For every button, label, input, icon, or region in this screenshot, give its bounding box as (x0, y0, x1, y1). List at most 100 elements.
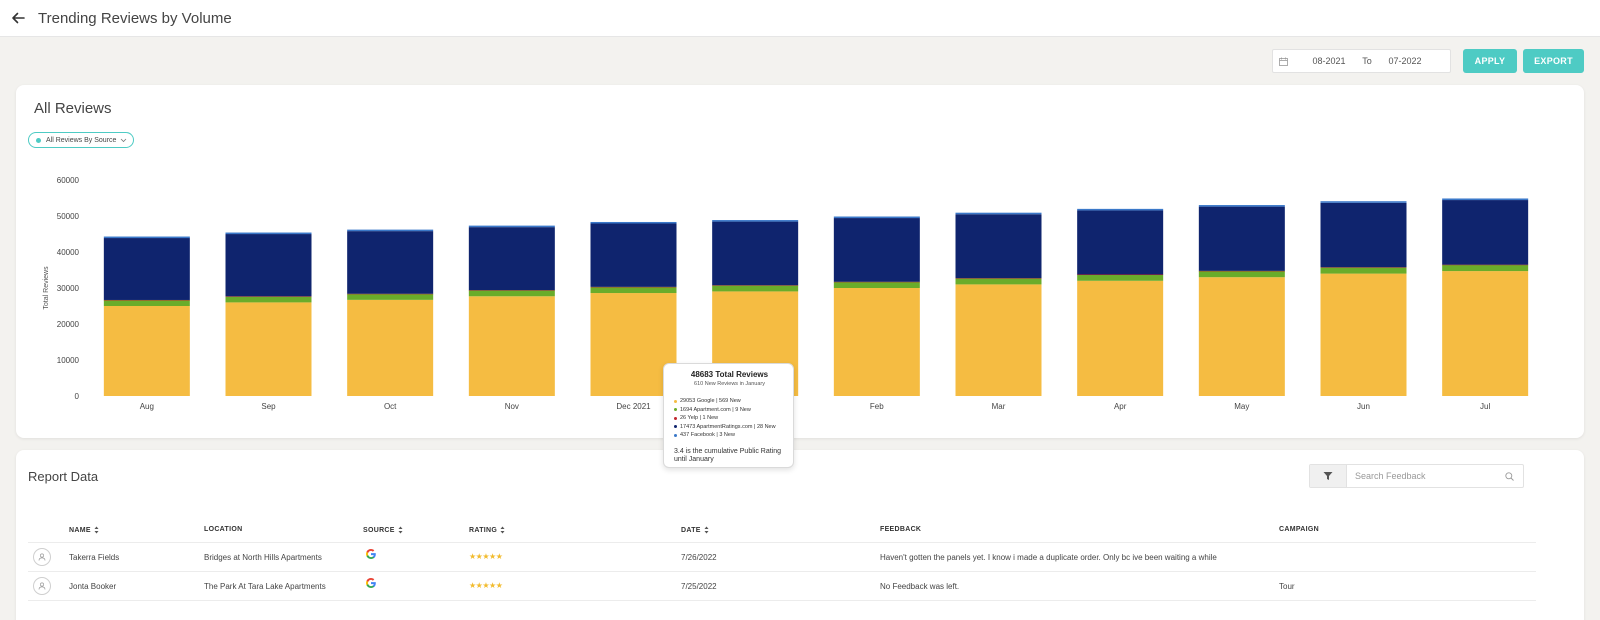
tooltip-item-text: 1694 Apartment.com | 9 New (680, 406, 751, 413)
bar-segment (1077, 280, 1164, 396)
report-title: Report Data (28, 469, 99, 484)
search-input[interactable] (1347, 466, 1505, 486)
bar-segment (955, 284, 1042, 396)
row-campaign: Tour (1279, 582, 1295, 591)
bar-segment (955, 214, 1042, 279)
x-tick-label: Feb (870, 402, 884, 411)
bar-segment (590, 286, 677, 294)
back-button[interactable] (8, 8, 28, 28)
arrow-left-icon (12, 12, 25, 24)
feedback-search (1309, 464, 1524, 488)
sort-icon (398, 526, 403, 534)
y-axis-label: Total Reviews (43, 266, 50, 310)
row-date: 7/25/2022 (681, 582, 717, 591)
bar-segment (712, 285, 799, 292)
column-header-location: LOCATION (204, 526, 243, 533)
bar-segment (103, 299, 190, 301)
column-header-source[interactable]: SOURCE (363, 526, 403, 534)
bar-segment (1442, 198, 1529, 201)
y-tick-label: 20000 (57, 320, 80, 329)
bar-segment (225, 232, 312, 235)
user-icon (38, 582, 46, 590)
y-tick-label: 30000 (57, 284, 80, 293)
bar-segment (347, 299, 434, 396)
bar-segment (225, 302, 312, 396)
legend-dot-icon (674, 399, 677, 403)
tooltip-item-text: 437 Facebook | 3 New (680, 432, 735, 439)
date-range-picker[interactable]: 08-2021 To 07-2022 (1272, 49, 1451, 73)
bar-segment (955, 278, 1042, 279)
bar-segment (1198, 205, 1285, 207)
table-row[interactable]: Takerra Fields Bridges at North Hills Ap… (28, 543, 1536, 572)
bar-segment (1320, 201, 1407, 203)
bar-segment (1442, 200, 1529, 265)
chart-tooltip: 48683 Total Reviews 610 New Reviews in J… (663, 363, 794, 468)
bar-segment (1442, 264, 1529, 266)
tooltip-title: 48683 Total Reviews (690, 370, 769, 379)
row-feedback: No Feedback was left. (880, 582, 960, 591)
chevron-down-icon (120, 138, 127, 143)
y-tick-label: 60000 (57, 176, 80, 185)
filter-icon (1323, 472, 1333, 480)
column-header-date[interactable]: DATE (681, 526, 709, 534)
bar-segment (712, 221, 799, 286)
x-tick-label: Jun (1357, 402, 1370, 411)
table-row[interactable]: Jonta Booker The Park At Tara Lake Apart… (28, 572, 1536, 601)
bar-segment (468, 290, 555, 291)
bar-segment (955, 278, 1042, 285)
table-header: NAME LOCATION SOURCE RATING DATE FEEDBAC… (28, 523, 1536, 543)
page-title: Trending Reviews by Volume (38, 9, 232, 27)
bar-segment (1077, 274, 1164, 281)
bar-segment (833, 281, 920, 288)
bar-segment (833, 288, 920, 396)
bar-segment (347, 231, 434, 294)
top-bar: Trending Reviews by Volume (0, 0, 1600, 37)
google-icon (366, 578, 376, 588)
bar-segment (833, 281, 920, 283)
reviews-card-title: All Reviews (34, 100, 112, 117)
x-tick-label: Aug (140, 402, 154, 411)
avatar (33, 577, 51, 595)
search-icon[interactable] (1505, 471, 1523, 481)
column-header-campaign: CAMPAIGN (1279, 526, 1319, 533)
x-tick-label: Apr (1114, 402, 1127, 411)
bar-segment (468, 227, 555, 291)
row-location: The Park At Tara Lake Apartments (204, 582, 326, 591)
tooltip-item-text: 26 Yelp | 1 New (680, 415, 719, 422)
source-filter-dropdown[interactable]: All Reviews By Source (28, 132, 135, 148)
bar-segment (590, 221, 677, 224)
y-tick-label: 40000 (57, 248, 80, 257)
y-tick-label: 50000 (57, 212, 80, 221)
date-to-field[interactable]: 07-2022 (1388, 56, 1422, 66)
column-header-name[interactable]: NAME (69, 526, 99, 534)
x-tick-label: Jul (1480, 402, 1490, 411)
tooltip-item: 1694 Apartment.com | 9 New (674, 406, 776, 415)
dot-icon (36, 137, 41, 143)
bar-segment (468, 296, 555, 396)
row-date: 7/26/2022 (681, 553, 717, 562)
report-data-card: Report Data NAME LOCATION SOURCE RATING … (16, 450, 1584, 620)
bar-segment (1077, 274, 1164, 276)
bar-segment (712, 220, 799, 222)
bar-segment (225, 296, 312, 297)
date-controls: 08-2021 To 07-2022 APPLY EXPORT (1272, 49, 1584, 73)
tooltip-note: 3.4 is the cumulative Public Rating unti… (674, 448, 781, 463)
bar-segment (1442, 264, 1529, 272)
bar-segment (347, 229, 434, 232)
x-tick-label: Sep (261, 402, 276, 411)
user-icon (38, 553, 46, 561)
bar-segment (1198, 206, 1285, 271)
x-tick-label: Dec 2021 (616, 402, 651, 411)
filter-button[interactable] (1310, 465, 1347, 487)
bar-segment (1320, 267, 1407, 274)
apply-button[interactable]: APPLY (1463, 49, 1517, 73)
bar-segment (103, 300, 190, 306)
column-header-rating[interactable]: RATING (469, 526, 505, 534)
bar-segment (347, 293, 434, 300)
bar-segment (1320, 202, 1407, 268)
export-button[interactable]: EXPORT (1523, 49, 1584, 73)
bar-segment (833, 218, 920, 282)
date-from-field[interactable]: 08-2021 (1312, 56, 1346, 66)
tooltip-subtitle: 610 New Reviews in January (694, 381, 765, 387)
legend-dot-icon (674, 416, 677, 420)
